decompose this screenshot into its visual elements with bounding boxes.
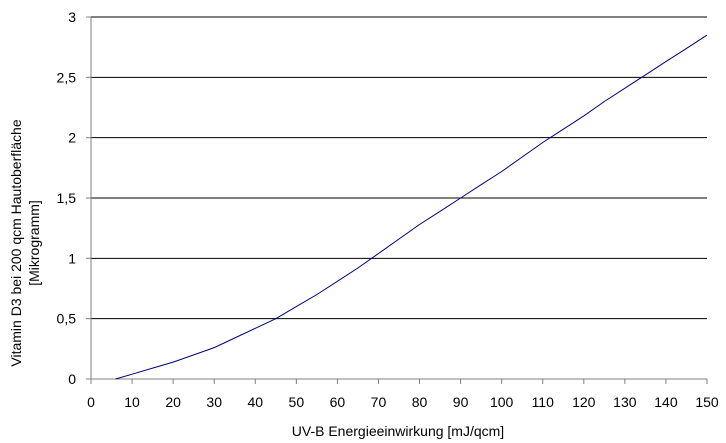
x-tick-labels: 0 10 20 30 40 50 60 70 80 90 100 110 120 130 140 150 — [87, 379, 719, 410]
series-line — [115, 34, 708, 380]
y-axis-title: Vitamin D3 bei 200 qcm Hautoberfläche [M… — [8, 119, 42, 366]
x-tick-label: 140 — [654, 394, 678, 410]
y-axis-title-line-2: [Mikrogramm] — [26, 200, 42, 286]
x-tick-label: 110 — [532, 394, 555, 410]
y-tick-label: 1 — [68, 250, 76, 266]
gridlines — [91, 16, 707, 320]
y-tick-label: 3 — [68, 9, 76, 25]
y-tick-label: 0 — [68, 371, 76, 387]
x-axis-title: UV-B Energieeinwirkung [mJ/qcm] — [292, 423, 504, 439]
x-tick-label: 130 — [613, 394, 637, 410]
x-tick-label: 80 — [412, 394, 428, 410]
x-tick-label: 120 — [572, 394, 596, 410]
x-tick-label: 30 — [206, 394, 222, 410]
y-axis-title-line-1: Vitamin D3 bei 200 qcm Hautoberfläche — [8, 119, 24, 366]
x-tick-label: 60 — [330, 394, 346, 410]
x-tick-label: 20 — [165, 394, 181, 410]
x-tick-label: 90 — [453, 394, 469, 410]
x-tick-label: 100 — [490, 394, 514, 410]
y-tick-label: 2,5 — [57, 69, 77, 85]
y-tick-labels: 0 0,5 1 1,5 2 2,5 3 — [57, 9, 91, 387]
x-tick-label: 150 — [695, 394, 719, 410]
x-tick-label: 10 — [124, 394, 140, 410]
y-tick-label: 2 — [68, 130, 76, 146]
x-tick-label: 50 — [289, 394, 305, 410]
x-tick-label: 70 — [371, 394, 387, 410]
x-tick-label: 0 — [87, 394, 95, 410]
y-tick-label: 1,5 — [57, 190, 77, 206]
x-tick-label: 40 — [247, 394, 263, 410]
y-tick-label: 0,5 — [57, 311, 77, 327]
series — [115, 34, 708, 380]
